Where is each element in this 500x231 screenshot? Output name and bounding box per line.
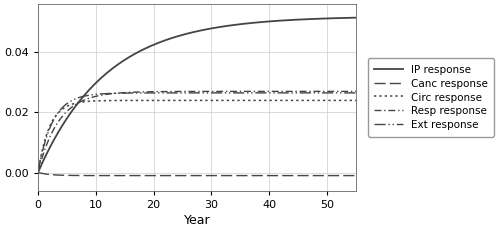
Circ response	[190, 99, 196, 102]
IP response	[190, 31, 196, 34]
Circ response	[181, 99, 187, 102]
Line: Ext response: Ext response	[38, 93, 356, 173]
Ext response	[181, 91, 187, 94]
Canc response	[190, 174, 196, 177]
IP response	[344, 16, 350, 19]
Circ response	[35, 171, 41, 174]
Canc response	[344, 174, 349, 177]
Resp response	[35, 171, 41, 174]
IP response	[353, 16, 359, 19]
Resp response	[344, 90, 349, 93]
Resp response	[190, 90, 196, 93]
Ext response	[353, 91, 359, 94]
IP response	[51, 138, 57, 141]
Line: Circ response: Circ response	[38, 100, 356, 173]
IP response	[344, 16, 349, 19]
IP response	[35, 171, 41, 174]
Circ response	[353, 99, 359, 102]
Canc response	[353, 174, 359, 177]
Ext response	[190, 91, 196, 94]
Ext response	[344, 91, 350, 94]
Circ response	[344, 99, 349, 102]
Resp response	[353, 90, 359, 93]
Resp response	[286, 90, 292, 93]
Line: Resp response: Resp response	[38, 91, 356, 173]
Circ response	[344, 99, 350, 102]
Ext response	[35, 171, 41, 174]
Resp response	[181, 90, 187, 93]
Line: IP response: IP response	[38, 18, 356, 173]
Canc response	[51, 173, 57, 176]
Canc response	[286, 174, 292, 177]
Canc response	[181, 174, 187, 177]
IP response	[181, 33, 187, 36]
Canc response	[35, 171, 41, 174]
X-axis label: Year: Year	[184, 214, 210, 227]
Circ response	[51, 117, 57, 119]
Resp response	[344, 90, 350, 93]
Line: Canc response: Canc response	[38, 173, 356, 176]
Resp response	[51, 127, 57, 130]
Ext response	[51, 117, 57, 120]
Ext response	[286, 91, 292, 94]
IP response	[286, 19, 292, 21]
Canc response	[344, 174, 350, 177]
Legend: IP response, Canc response, Circ response, Resp response, Ext response: IP response, Canc response, Circ respons…	[368, 58, 494, 137]
Circ response	[286, 99, 292, 102]
Ext response	[344, 91, 349, 94]
